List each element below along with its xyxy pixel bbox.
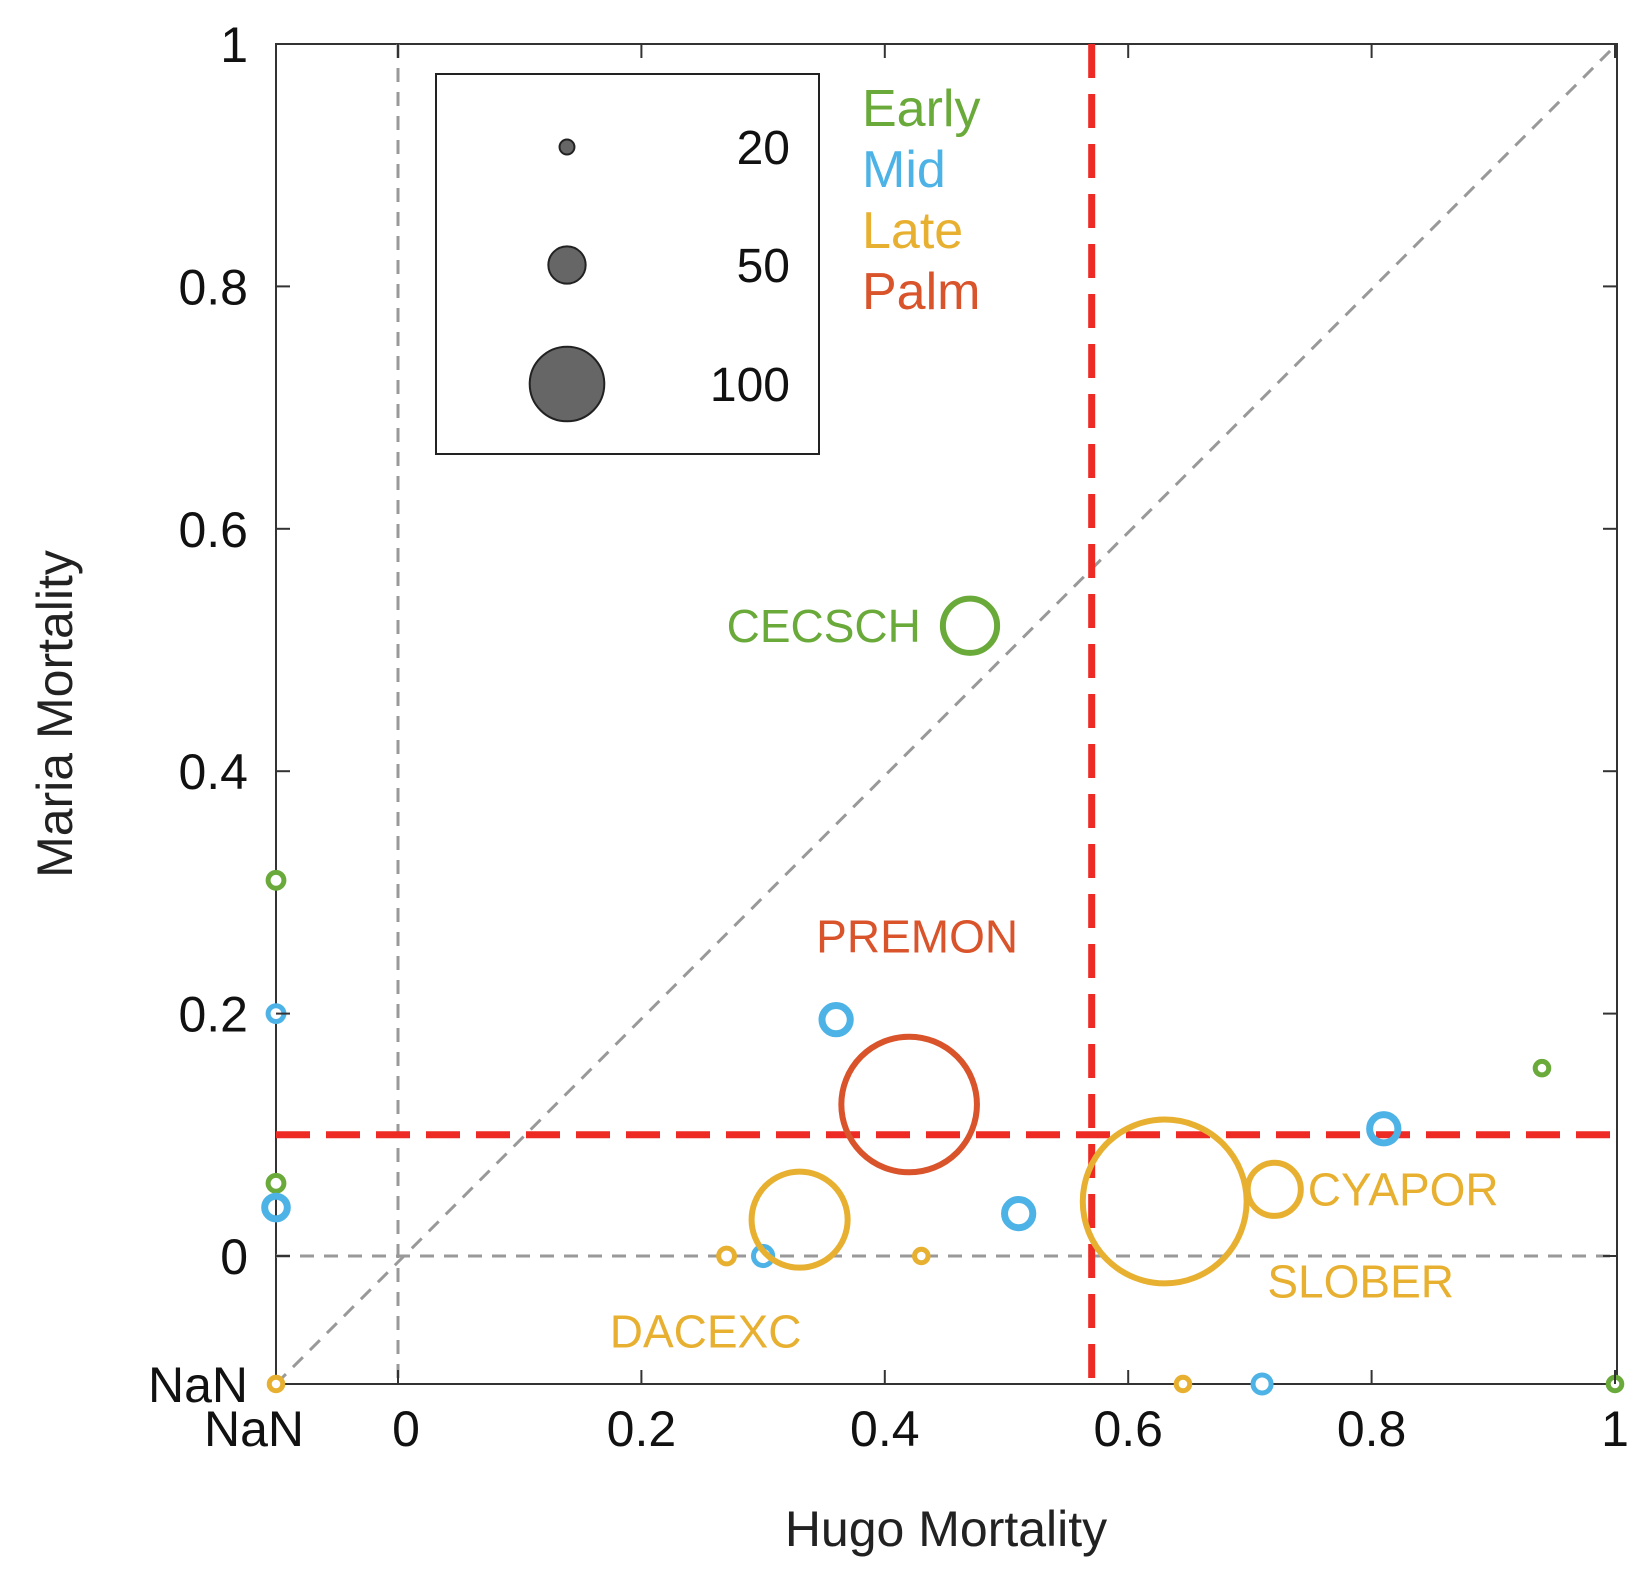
data-point-mid-11 [1250,1372,1274,1396]
x-tick-label: 0.4 [850,1401,920,1457]
size-legend-label-50: 50 [737,240,790,293]
y-tick-label: 1 [220,17,248,73]
data-point-early-1 [265,869,287,891]
data-point-early-2 [265,1172,287,1194]
size-legend-circle-50 [547,245,587,285]
category-legend-early: Early [862,80,980,138]
data-point-late-16 [912,1246,931,1266]
x-tick-label: 1 [1601,1401,1629,1457]
x-tick-label: 0 [392,1401,420,1457]
data-point-late-dacexc [748,1168,851,1271]
one-to-one-diagonal-line [274,42,1619,1386]
y-tick-label: 0.8 [178,259,248,315]
plot-area-frame [275,43,1618,1385]
x-axis-label: Hugo Mortality [785,1501,1107,1557]
y-tick-label: 0.6 [178,502,248,558]
y-axis-label: Maria Mortality [27,550,83,878]
data-point-mid-10 [1366,1111,1402,1147]
axis-ticks: NaN 0 0.2 0.4 0.6 0.8 1 NaN 0 0.2 0.4 0.6 0.8 1 [148,17,1629,1457]
data-point-late-18 [1173,1374,1193,1394]
species-label-cyapor: CYAPOR [1308,1163,1499,1215]
data-point-mid-8 [1001,1195,1037,1232]
data-point-early-cecsch [939,595,1001,656]
species-label-cecsch: CECSCH [727,600,921,652]
size-legend-label-20: 20 [737,122,790,175]
species-label-premon: PREMON [816,911,1018,963]
x-tick-label: 0.6 [1093,1401,1163,1457]
data-point-mid-7 [818,1002,854,1038]
data-point-early-3 [1532,1058,1552,1078]
data-points [261,595,1625,1396]
category-legend-mid: Mid [862,141,946,199]
size-legend-box [435,73,820,455]
category-legend-late: Late [862,202,963,260]
y-tick-label: 0.2 [178,987,248,1043]
x-tick-label: 0.8 [1337,1401,1407,1457]
data-point-palm-premon [838,1033,980,1176]
size-legend-label-100: 100 [710,359,790,412]
y-tick-label: 0.4 [178,744,248,800]
data-point-mid-6 [261,1192,291,1223]
y-tick-label: 0 [220,1229,248,1285]
x-tick-label: 0.2 [607,1401,677,1457]
species-label-dacexc: DACEXC [610,1306,802,1358]
species-label-slober: SLOBER [1267,1255,1454,1307]
size-legend-circle-100 [528,345,606,423]
data-point-late-cyapor [1244,1159,1304,1219]
data-point-late-15 [716,1245,738,1267]
x-tick-label: NaN [204,1401,304,1457]
size-legend-circle-20 [558,138,576,156]
y-tick-label: NaN [148,1357,248,1413]
data-point-late-17 [266,1374,286,1394]
data-point-late-slober [1079,1116,1250,1287]
species-labels: CECSCH DACEXC SLOBER CYAPOR PREMON [610,600,1499,1358]
category-legend-palm: Palm [862,263,980,321]
size-legend: 20 50 100 [435,73,820,455]
